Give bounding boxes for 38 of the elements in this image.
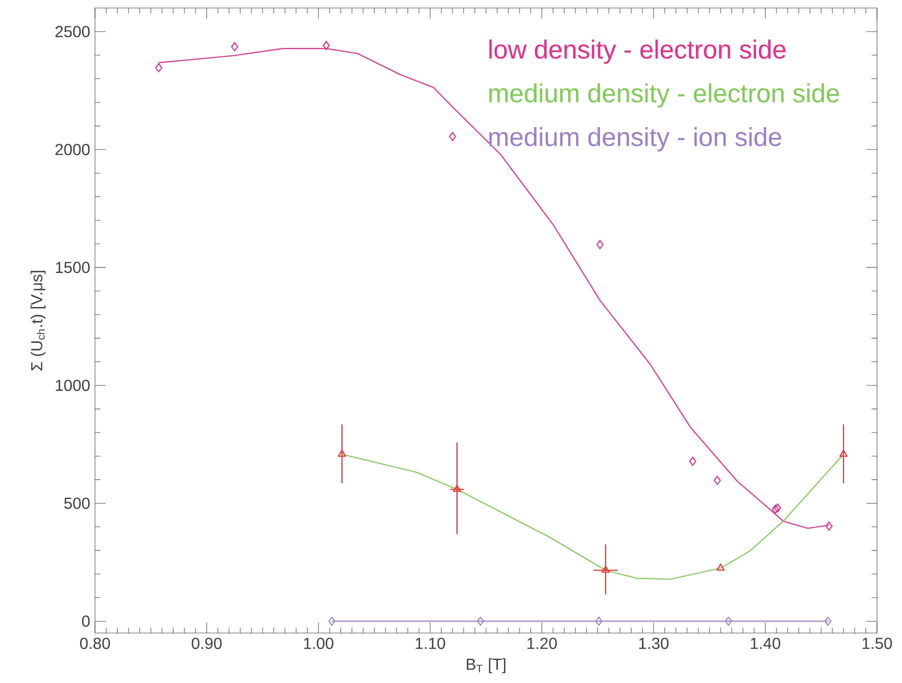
point: [716, 564, 725, 571]
point: [231, 42, 238, 52]
point: [322, 40, 330, 50]
point: [602, 566, 610, 573]
y-tick-label: 500: [64, 498, 90, 509]
line-series: [341, 454, 844, 580]
y-tick-label: 1000: [56, 380, 90, 392]
y-axis-title: Σ (U$_{ch}$.t) [V.μs]: [30, 270, 46, 370]
x-tick-label: 1.30: [639, 638, 669, 650]
point: [448, 132, 456, 142]
point: [452, 484, 461, 492]
point: [714, 476, 721, 485]
x-tick-label: 1.50: [862, 638, 892, 650]
x-tick-label: 0.80: [80, 638, 110, 650]
point: [596, 240, 604, 250]
point: [328, 616, 336, 626]
point: [824, 616, 832, 626]
text: low density - electron side: [489, 40, 786, 64]
x-tick-label: 1.40: [750, 638, 780, 650]
text: medium density - ion side: [489, 127, 782, 152]
text: medium density - electron side: [489, 83, 839, 108]
point: [772, 504, 779, 514]
x-tick-label: 0.90: [192, 638, 222, 650]
x-tick-label: 1.20: [528, 638, 557, 650]
point: [338, 450, 346, 457]
y-tick-label: 2000: [55, 144, 90, 156]
y-tick-label: 0: [82, 616, 90, 627]
x-tick-label: 1.10: [416, 638, 446, 650]
point: [476, 616, 484, 626]
point: [724, 616, 732, 626]
y-tick-label: 1500: [56, 262, 90, 274]
x-tick-label: 1.00: [304, 638, 334, 650]
point: [689, 456, 696, 466]
x-axis-title: B$_{T}$ [T]: [466, 658, 506, 674]
point: [839, 450, 848, 457]
point: [774, 503, 782, 513]
y-tick-label: 2500: [55, 26, 90, 38]
point: [595, 616, 602, 626]
